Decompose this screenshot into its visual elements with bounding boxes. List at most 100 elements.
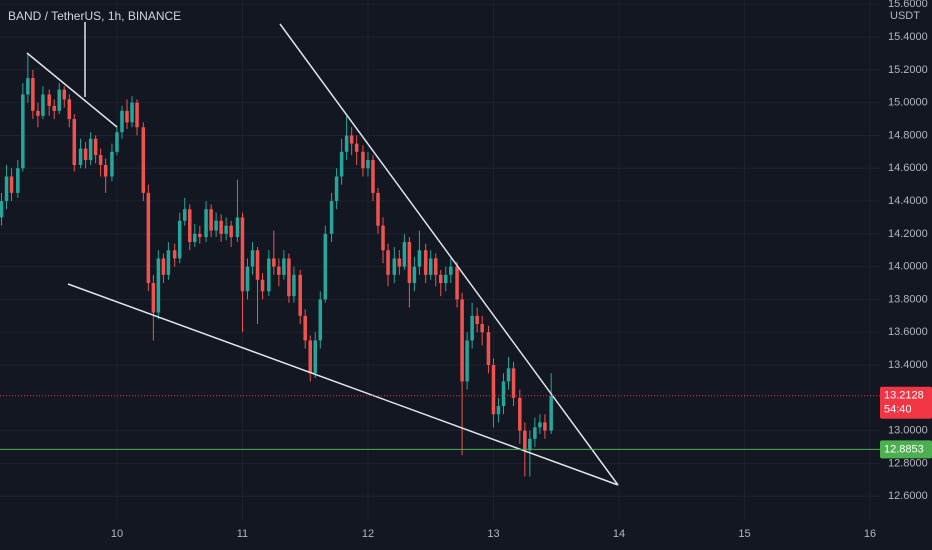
candle-body xyxy=(423,250,428,275)
candle-body xyxy=(491,365,496,415)
candle-body xyxy=(240,217,245,292)
candle-body xyxy=(428,258,433,275)
candle-body xyxy=(381,225,385,251)
candle-body xyxy=(470,315,474,341)
trend-line xyxy=(26,52,118,128)
candle-body xyxy=(62,89,67,100)
candle-body xyxy=(31,78,35,111)
drawings xyxy=(26,22,619,486)
currency-label: USDT xyxy=(890,10,920,22)
y-tick-label: 13.6000 xyxy=(888,326,928,338)
x-tick-label: 14 xyxy=(613,528,625,540)
candle-body xyxy=(57,89,61,111)
candle-body xyxy=(292,274,296,297)
candle-body xyxy=(308,340,312,374)
candle-body xyxy=(72,119,77,165)
candle-body xyxy=(67,99,72,120)
candle-body xyxy=(88,138,93,161)
candle-body xyxy=(344,135,349,152)
y-tick-label: 13.0000 xyxy=(888,425,928,437)
candle-body xyxy=(412,266,417,284)
candle-body xyxy=(349,135,354,144)
countdown-label: 54:40 xyxy=(884,404,912,416)
candle-body xyxy=(172,250,177,259)
y-tick-label: 13.4000 xyxy=(888,359,928,371)
candle-body xyxy=(480,324,484,333)
candle-body xyxy=(245,266,250,292)
candle-body xyxy=(354,143,359,152)
candle-body xyxy=(323,233,328,300)
candle-body xyxy=(417,250,422,267)
candle-body xyxy=(182,209,187,221)
candle-body xyxy=(156,258,161,313)
candle-body xyxy=(16,168,20,193)
last-price-label: 13.2128 xyxy=(884,390,924,402)
candle-body xyxy=(250,250,255,267)
y-tick-label: 14.4000 xyxy=(888,195,928,207)
candle-body xyxy=(444,274,448,284)
candle-body xyxy=(287,258,291,297)
candle-body xyxy=(407,242,412,284)
level-badge xyxy=(880,440,932,459)
candle-body xyxy=(214,220,218,231)
candle-body xyxy=(235,217,240,238)
candle-body xyxy=(198,233,202,238)
candle-body xyxy=(0,201,4,218)
candle-body xyxy=(151,283,156,313)
candle-body xyxy=(438,274,443,284)
candle-body xyxy=(366,160,370,169)
trend-line xyxy=(67,283,619,486)
candle-body xyxy=(260,279,265,292)
candle-body xyxy=(449,266,453,275)
candle-body xyxy=(339,151,344,177)
candle-body xyxy=(219,220,223,234)
candle-body xyxy=(187,209,192,243)
candle-body xyxy=(4,176,9,202)
candle-body xyxy=(533,427,537,439)
candle-body xyxy=(47,94,51,106)
candle-body xyxy=(267,258,271,292)
candle-body xyxy=(528,438,532,451)
trend-line xyxy=(279,23,619,486)
candle-body xyxy=(506,368,511,382)
y-tick-label: 15.6000 xyxy=(888,0,928,10)
candles xyxy=(0,53,553,477)
candle-body xyxy=(41,94,45,116)
x-tick-label: 13 xyxy=(487,528,499,540)
candle-body xyxy=(511,368,516,398)
candle-body xyxy=(229,225,233,238)
candle-body xyxy=(177,220,182,259)
candle-body xyxy=(130,102,134,123)
x-tick-label: 11 xyxy=(237,528,248,540)
candle-body xyxy=(486,332,491,366)
y-tick-label: 14.6000 xyxy=(888,162,928,174)
candle-body xyxy=(272,258,276,267)
candle-body xyxy=(518,397,522,431)
candle-body xyxy=(78,148,83,165)
candle-body xyxy=(392,258,397,275)
candle-body xyxy=(115,132,119,152)
candle-body xyxy=(460,299,464,382)
candle-body xyxy=(397,258,402,267)
y-tick-label: 12.8000 xyxy=(888,457,928,469)
candle-body xyxy=(120,110,124,133)
y-tick-label: 15.4000 xyxy=(888,31,928,43)
candle-body xyxy=(110,151,114,177)
candle-body xyxy=(376,192,380,226)
candle-body xyxy=(386,250,390,275)
candle-body xyxy=(475,315,479,325)
candle-body xyxy=(141,127,146,193)
candle-body xyxy=(204,209,208,238)
candle-body xyxy=(83,148,88,161)
candle-body xyxy=(36,110,40,116)
candle-body xyxy=(224,225,228,234)
candle-body xyxy=(209,209,213,231)
candle-body xyxy=(146,192,151,284)
candle-body xyxy=(282,258,286,275)
y-tick-label: 14.0000 xyxy=(888,261,928,273)
candle-body xyxy=(135,102,139,128)
last-price-badge xyxy=(880,386,932,419)
x-tick-label: 16 xyxy=(864,528,876,540)
candle-body xyxy=(21,94,25,169)
